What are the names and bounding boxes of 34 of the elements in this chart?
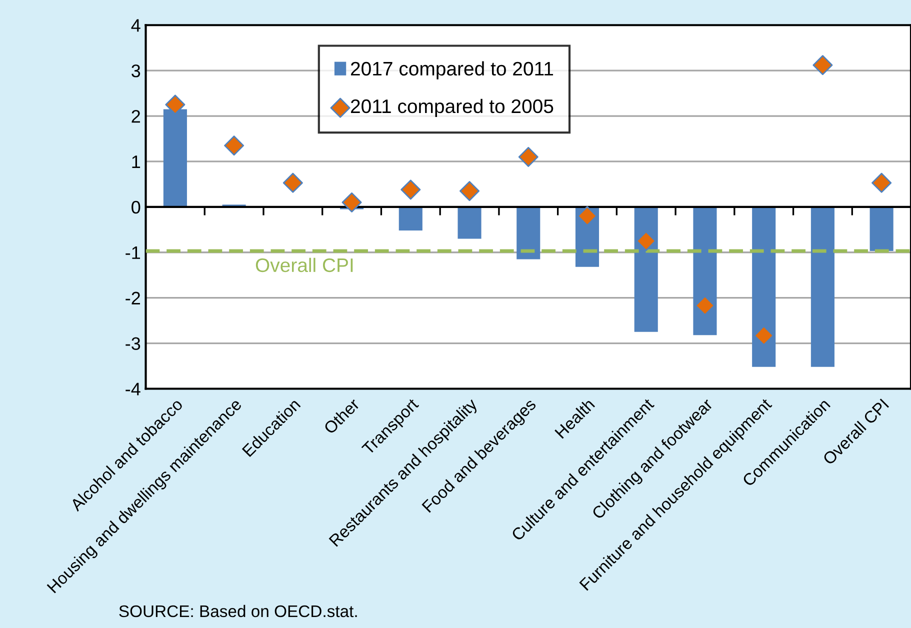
point [872, 172, 892, 193]
y-tick-label: 3 [132, 64, 140, 78]
point [460, 181, 480, 202]
point [636, 231, 656, 252]
point [165, 94, 186, 115]
point [518, 146, 538, 167]
point [577, 206, 598, 226]
y-tick-label: -2 [126, 292, 140, 304]
y-tick-label: -3 [126, 337, 140, 350]
bar [398, 206, 422, 231]
point [812, 55, 833, 76]
bar [870, 206, 894, 252]
y-tick-label: -4 [126, 382, 140, 396]
point [694, 296, 715, 316]
y-tick-label: 4 [131, 19, 140, 32]
y-tick-label: 0 [132, 200, 140, 214]
bar [634, 206, 658, 332]
bar [810, 206, 834, 367]
bar [516, 206, 540, 260]
bar [458, 206, 482, 239]
bar [693, 206, 717, 336]
point [342, 192, 362, 212]
point [282, 172, 303, 193]
bar [752, 206, 776, 367]
ref-line-label: Overall CPI [256, 258, 353, 272]
y-tick-label: -1 [126, 246, 140, 259]
y-tick-label: 2 [132, 110, 140, 123]
source-note: SOURCE: Based on OECD.stat. [119, 604, 357, 618]
point [754, 326, 774, 346]
legend-label: 2011 compared to 2005 [350, 98, 554, 117]
y-tick-label: 1 [132, 156, 140, 168]
point [224, 136, 244, 156]
legend-label: 2017 compared to 2011 [350, 61, 554, 80]
point [400, 180, 421, 200]
